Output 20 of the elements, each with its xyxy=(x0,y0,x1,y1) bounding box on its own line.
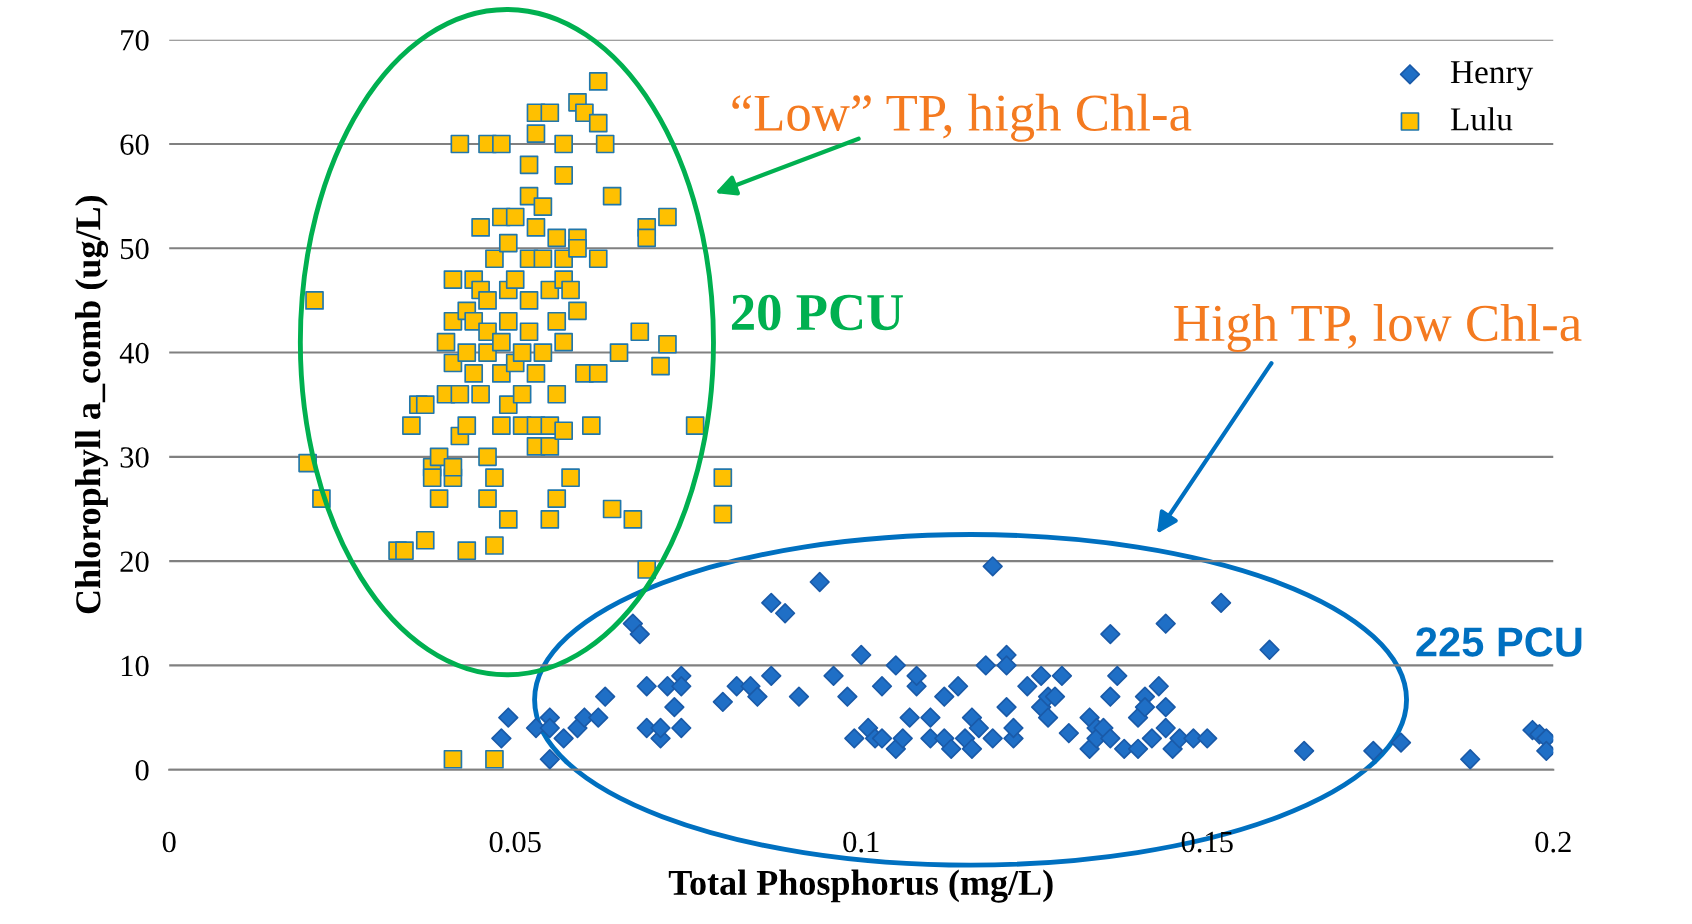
annotation: 20 PCU xyxy=(731,294,903,331)
legend-label: Henry xyxy=(1450,61,1534,91)
y-tick-label: 0 xyxy=(135,759,149,781)
y-tick-label: 10 xyxy=(121,655,149,677)
y-tick-label: 50 xyxy=(120,238,149,260)
y-tick-label: 60 xyxy=(120,134,149,155)
legend-label: Lulu xyxy=(1450,107,1513,131)
y-tick-label: 30 xyxy=(120,447,149,468)
annotation: High TP, low Chl-a xyxy=(1174,304,1582,353)
x-axis-title: Total Phosphorus (mg/L) xyxy=(668,869,1053,903)
x-tick-label: 0.2 xyxy=(1535,831,1571,853)
x-tick-label: 0 xyxy=(162,831,176,853)
y-tick-label: 20 xyxy=(120,551,149,573)
annotation: “Low” TP, high Chl-a xyxy=(732,93,1192,142)
y-tick-label: 40 xyxy=(119,342,149,364)
y-tick-label: 70 xyxy=(121,30,149,51)
x-tick-label: 0.05 xyxy=(489,831,541,853)
annotation: 225 PCU xyxy=(1416,627,1582,657)
x-tick-label: 0.1 xyxy=(843,831,879,853)
y-axis-title: Chlorophyll a_comb (ug/L) xyxy=(75,195,109,614)
